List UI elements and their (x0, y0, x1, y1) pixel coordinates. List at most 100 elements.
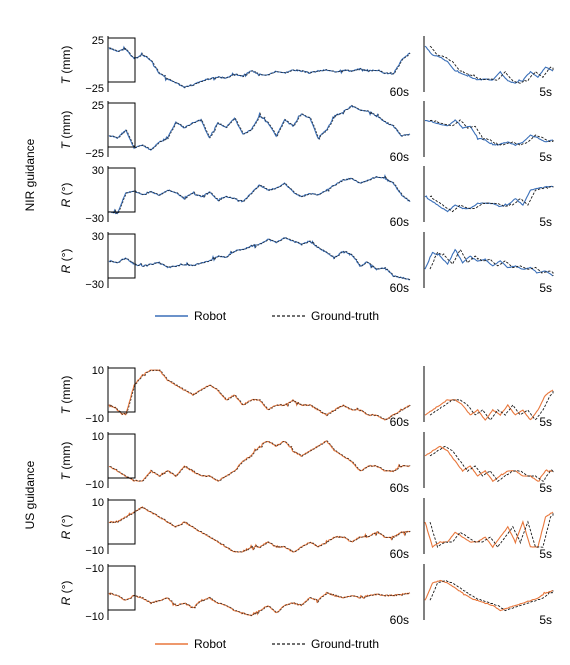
y-axis-unit: (mm) (59, 376, 73, 407)
chart-row-2: 25 −25 T (mm) 60s 5s (59, 100, 554, 164)
y-tick-label-bottom: −30 (85, 213, 104, 225)
truth-series-line (109, 591, 411, 617)
zoom-truth-series-line (429, 445, 554, 482)
y-axis-unit: (°) (59, 249, 73, 265)
robot-series-line (108, 45, 411, 89)
y-axis-label: T (mm) (59, 46, 73, 85)
truth-series-line (109, 369, 411, 421)
nir-group-label: NIR guidance (23, 138, 37, 211)
chart-row-1: 25 −25 T (mm) 60s 5s (59, 35, 554, 99)
duration-label-zoom: 5s (539, 281, 552, 295)
zoom-region-box (107, 102, 136, 148)
truth-series-line (109, 506, 411, 553)
chart-row-7: 10 −10 R (°) 60s 5s (59, 497, 554, 561)
y-tick-label-top: 30 (92, 231, 104, 243)
duration-label-zoom: 5s (539, 415, 552, 429)
y-axis-variable: R (59, 264, 73, 273)
zoom-robot-series-line (424, 445, 554, 483)
chart-row-3: 30 −30 R (°) 60s 5s (59, 165, 554, 229)
y-axis-unit: (°) (59, 183, 73, 199)
zoom-robot-series-line (424, 389, 554, 421)
duration-label-zoom: 5s (539, 481, 552, 495)
duration-label-full: 60s (390, 85, 409, 99)
zoom-truth-series-line (429, 45, 554, 84)
y-axis-label: R (°) (59, 581, 73, 606)
duration-label-full: 60s (390, 281, 409, 295)
robot-series-line (108, 506, 411, 553)
zoom-truth-series-line (429, 119, 554, 146)
truth-series-line (109, 104, 411, 151)
us-group-label: US guidance (23, 460, 37, 529)
us-legend-truth-label: Ground-truth (311, 637, 379, 651)
duration-label-full: 60s (390, 150, 409, 164)
robot-series-line (108, 440, 411, 482)
chart-row-5: 10 −10 T (mm) 60s 5s (59, 365, 554, 429)
nir-legend-robot-label: Robot (194, 309, 227, 323)
duration-label-zoom: 5s (539, 85, 552, 99)
y-tick-label-bottom: −25 (85, 148, 104, 160)
zoom-region-box (107, 367, 136, 413)
us-legend: Robot Ground-truth (155, 637, 379, 651)
y-tick-label-top: 25 (92, 100, 104, 112)
chart-row-4: 30 −30 R (°) 60s 5s (59, 231, 554, 295)
nir-legend-truth-label: Ground-truth (311, 309, 379, 323)
y-tick-label-bottom: −10 (85, 611, 104, 623)
y-axis-variable: T (59, 75, 73, 84)
y-tick-label-bottom: −30 (85, 279, 104, 291)
zoom-truth-series-line (429, 186, 554, 213)
duration-label-zoom: 5s (539, 613, 552, 627)
zoom-region-box (107, 37, 136, 83)
robot-series-line (108, 237, 411, 281)
y-axis-variable: T (59, 405, 73, 414)
truth-series-line (109, 440, 411, 482)
us-legend-robot-label: Robot (194, 637, 227, 651)
y-axis-unit: (°) (59, 581, 73, 597)
y-tick-label-bottom: −10 (85, 413, 104, 425)
y-axis-variable: R (59, 198, 73, 207)
y-tick-label-top: 10 (92, 497, 104, 509)
zoom-region-box (107, 499, 136, 545)
y-axis-label: R (°) (59, 249, 73, 274)
truth-series-line (109, 237, 411, 281)
y-tick-label-bottom: −10 (85, 479, 104, 491)
y-axis-label: R (°) (59, 183, 73, 208)
zoom-region-box (107, 565, 136, 611)
y-tick-label-top: 30 (92, 165, 104, 177)
robot-series-line (108, 591, 410, 617)
y-axis-variable: T (59, 471, 73, 480)
zoom-robot-series-line (424, 119, 554, 147)
y-tick-label-top: −10 (85, 563, 104, 575)
truth-series-line (109, 174, 411, 215)
duration-label-full: 60s (390, 415, 409, 429)
zoom-truth-series-line (429, 390, 554, 421)
y-axis-unit: (mm) (59, 46, 73, 77)
chart-row-8: −10 −10 R (°) 60s 5s (59, 563, 554, 627)
zoom-truth-series-line (429, 512, 554, 549)
zoom-truth-series-line (429, 580, 554, 612)
zoom-robot-series-line (424, 248, 554, 277)
y-axis-unit: (°) (59, 515, 73, 531)
duration-label-zoom: 5s (539, 547, 552, 561)
y-axis-variable: R (59, 530, 73, 539)
zoom-truth-series-line (429, 248, 554, 276)
zoom-robot-series-line (424, 45, 554, 84)
y-tick-label-bottom: −25 (85, 83, 104, 95)
duration-label-zoom: 5s (539, 215, 552, 229)
y-axis-label: T (mm) (59, 376, 73, 415)
y-axis-unit: (mm) (59, 111, 73, 142)
duration-label-full: 60s (390, 481, 409, 495)
y-axis-unit: (mm) (59, 442, 73, 473)
nir-legend: Robot Ground-truth (155, 309, 379, 323)
truth-series-line (109, 45, 411, 89)
robot-series-line (108, 369, 411, 421)
y-axis-label: T (mm) (59, 442, 73, 481)
zoom-region-box (107, 167, 136, 213)
chart-row-6: 10 −10 T (mm) 60s 5s (59, 431, 554, 495)
y-tick-label-top: 10 (92, 431, 104, 443)
duration-label-full: 60s (390, 613, 409, 627)
y-axis-variable: R (59, 596, 73, 605)
y-tick-label-top: 25 (92, 35, 104, 47)
zoom-robot-series-line (424, 185, 554, 213)
zoom-region-box (107, 233, 136, 279)
duration-label-zoom: 5s (539, 150, 552, 164)
